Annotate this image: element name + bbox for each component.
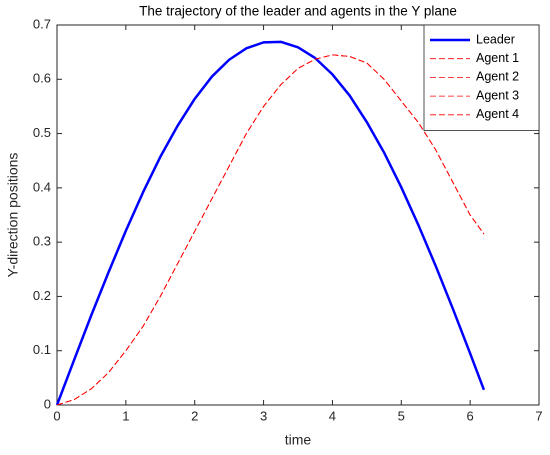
y-tick-label: 0.3 (33, 234, 51, 249)
x-tick-label: 7 (535, 408, 542, 423)
legend-label: Agent 4 (476, 107, 519, 121)
legend-label: Agent 3 (476, 88, 519, 102)
x-tick-label: 2 (191, 408, 198, 423)
y-tick-label: 0.7 (33, 16, 51, 31)
y-tick-label: 0.1 (33, 342, 51, 357)
y-tick-label: 0.2 (33, 288, 51, 303)
x-tick-label: 4 (329, 408, 336, 423)
legend-label: Leader (476, 32, 515, 46)
series-line (56, 54, 485, 406)
y-tick-label: 0.4 (33, 179, 51, 194)
series-line (55, 40, 486, 406)
x-tick-label: 5 (398, 408, 405, 423)
x-axis-label: time (285, 432, 312, 448)
x-tick-label: 1 (122, 408, 129, 423)
x-tick-label: 3 (260, 408, 267, 423)
legend-label: Agent 2 (476, 70, 519, 84)
y-tick-label: 0.6 (33, 71, 51, 86)
x-tick-label: 6 (467, 408, 474, 423)
y-tick-label: 0 (44, 396, 51, 411)
y-tick-label: 0.5 (33, 125, 51, 140)
y-axis-label: Y-direction positions (5, 153, 21, 278)
chart-title: The trajectory of the leader and agents … (139, 4, 457, 19)
x-tick-label: 0 (53, 408, 60, 423)
legend-label: Agent 1 (476, 51, 519, 65)
